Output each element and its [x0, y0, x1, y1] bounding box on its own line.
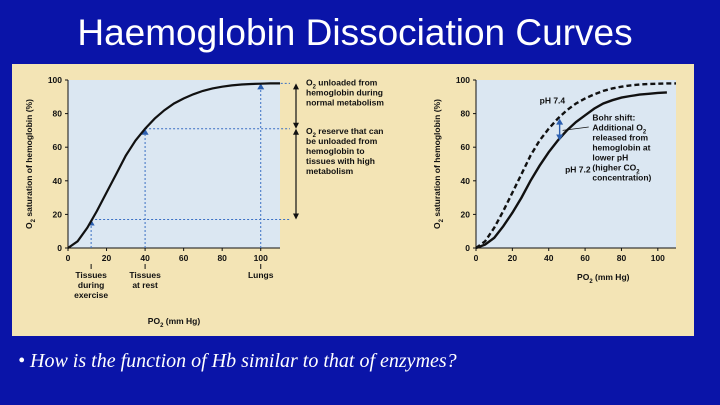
- x-tick-label: 20: [508, 253, 518, 263]
- y-tick-label: 60: [461, 142, 471, 152]
- x-annotation-text: at rest: [132, 280, 158, 290]
- x-tick-label: 0: [474, 253, 479, 263]
- y-axis-label: O2 saturation of hemoglobin (%): [432, 99, 445, 229]
- series-line: [475, 91, 667, 250]
- y-tick-label: 100: [456, 75, 470, 85]
- x-tick-label: 80: [217, 253, 227, 263]
- side-annotation-text: O2 reserve that can: [306, 126, 384, 139]
- annotation-text: lower pH: [592, 152, 628, 162]
- side-annotation-text: metabolism: [306, 166, 354, 176]
- side-annotation-text: O2 unloaded from: [306, 77, 378, 90]
- x-tick-label: 40: [140, 253, 150, 263]
- series-label: pH 7.2: [565, 164, 591, 174]
- bullet-glyph: •: [18, 350, 26, 372]
- y-tick-label: 40: [53, 176, 63, 186]
- side-annotation-text: hemoglobin during: [306, 87, 383, 97]
- arrow-head: [257, 83, 265, 90]
- side-arrow-head: [293, 213, 299, 220]
- side-arrow-head: [293, 128, 299, 135]
- x-axis-label: PO2 (mm Hg): [148, 316, 201, 329]
- annotation-text: concentration): [592, 172, 651, 182]
- y-tick-label: 20: [53, 209, 63, 219]
- figure-panel: 0 20 40 60 80 100 0 20 40 60 80 100 O2 saturation of…: [12, 64, 694, 336]
- side-arrow-head: [293, 122, 299, 129]
- annotation-leader: [562, 126, 589, 131]
- x-annotation-text: Tissues: [129, 270, 161, 280]
- annotation-text: released from: [592, 132, 648, 142]
- x-axis-label: PO2 (mm Hg): [577, 272, 630, 285]
- annotation-text: (higher CO2: [592, 162, 640, 175]
- arrow-head: [556, 118, 564, 125]
- y-tick-label: 80: [53, 109, 63, 119]
- x-tick-label: 80: [617, 253, 627, 263]
- y-tick-label: 40: [461, 176, 471, 186]
- x-annotation-text: exercise: [74, 290, 108, 300]
- x-tick-label: 100: [254, 253, 268, 263]
- x-tick-label: 60: [179, 253, 189, 263]
- series-line: [67, 82, 280, 249]
- x-tick-label: 100: [651, 253, 665, 263]
- x-tick-label: 40: [544, 253, 554, 263]
- plot-area: [476, 80, 676, 248]
- side-annotation-text: tissues with high: [306, 156, 375, 166]
- y-tick-label: 80: [461, 109, 471, 119]
- x-annotation-text: during: [78, 280, 104, 290]
- side-annotation-text: normal metabolism: [306, 97, 384, 107]
- annotation-text: hemoglobin at: [592, 142, 650, 152]
- series-line: [475, 82, 676, 249]
- side-annotation-text: hemoglobin to: [306, 146, 365, 156]
- y-tick-label: 20: [461, 209, 471, 219]
- series-label: pH 7.4: [540, 96, 566, 106]
- x-tick-label: 20: [102, 253, 112, 263]
- y-axis-label: O2 saturation of hemoglobin (%): [24, 99, 37, 229]
- annotation-text: Bohr shift:: [592, 112, 635, 122]
- side-arrow-head: [293, 83, 299, 90]
- arrow-head: [556, 134, 564, 141]
- side-annotation-text: be unloaded from: [306, 136, 378, 146]
- annotation-text: Additional O2: [592, 122, 647, 135]
- slide-title: Haemoglobin Dissociation Curves: [77, 12, 633, 53]
- y-tick-label: 0: [465, 243, 470, 253]
- chart-saturation-curve: 0 20 40 60 80 100 0 20 40 60 80 100 O2 saturation of…: [24, 75, 384, 329]
- plot-area: [68, 80, 280, 248]
- arrow-head: [141, 128, 149, 135]
- y-tick-label: 60: [53, 142, 63, 152]
- x-annotation-text: Lungs: [248, 270, 274, 280]
- y-tick-label: 0: [57, 243, 62, 253]
- discussion-question: • How is the function of Hb similar to t…: [18, 350, 457, 373]
- chart-bohr-shift: 0 20 40 60 80 100 0 20 40 60 80 100 O2 saturation of…: [432, 75, 676, 285]
- question-text: How is the function of Hb similar to tha…: [30, 350, 457, 372]
- x-tick-label: 0: [66, 253, 71, 263]
- x-tick-label: 60: [580, 253, 590, 263]
- y-tick-label: 100: [48, 75, 62, 85]
- x-annotation-text: Tissues: [75, 270, 107, 280]
